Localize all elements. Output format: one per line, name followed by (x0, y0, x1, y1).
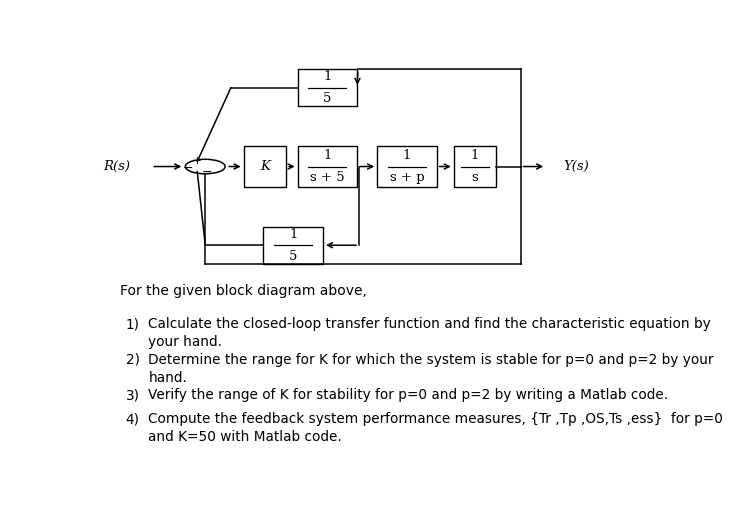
Text: 5: 5 (289, 250, 298, 262)
Text: 5: 5 (323, 92, 331, 106)
Text: 1: 1 (289, 228, 298, 241)
Text: your hand.: your hand. (148, 335, 222, 349)
Text: −: − (202, 166, 213, 179)
Text: 1: 1 (471, 149, 479, 162)
Text: 1: 1 (323, 149, 331, 162)
Text: s + p: s + p (390, 172, 424, 184)
Text: 4): 4) (126, 412, 140, 426)
Text: Determine the range for K for which the system is stable for p=0 and p=2 by your: Determine the range for K for which the … (148, 353, 714, 367)
Text: 1: 1 (323, 70, 331, 83)
Text: +: + (193, 156, 202, 166)
Text: For the given block diagram above,: For the given block diagram above, (120, 284, 367, 298)
Text: hand.: hand. (148, 371, 188, 385)
Text: Y(s): Y(s) (563, 160, 589, 173)
Text: Calculate the closed-loop transfer function and find the characteristic equation: Calculate the closed-loop transfer funct… (148, 318, 711, 331)
Text: −: − (183, 162, 194, 175)
Text: K: K (260, 160, 270, 173)
Bar (298, 69, 357, 107)
Text: 2): 2) (126, 353, 140, 367)
Text: 1): 1) (126, 318, 140, 331)
Text: s: s (472, 172, 479, 184)
Text: 1: 1 (402, 149, 411, 162)
Text: s + 5: s + 5 (310, 172, 345, 184)
Bar (263, 227, 323, 264)
Bar (377, 146, 437, 187)
Text: R(s): R(s) (103, 160, 130, 173)
Text: 3): 3) (126, 388, 140, 402)
Text: Verify the range of K for stability for p=0 and p=2 by writing a Matlab code.: Verify the range of K for stability for … (148, 388, 668, 402)
Bar (454, 146, 496, 187)
Bar (298, 146, 357, 187)
Text: Compute the feedback system performance measures, {Tr ,Tp ,OS,Ts ,ess}  for p=0: Compute the feedback system performance … (148, 412, 723, 426)
Bar (243, 146, 286, 187)
Text: and K=50 with Matlab code.: and K=50 with Matlab code. (148, 430, 342, 444)
